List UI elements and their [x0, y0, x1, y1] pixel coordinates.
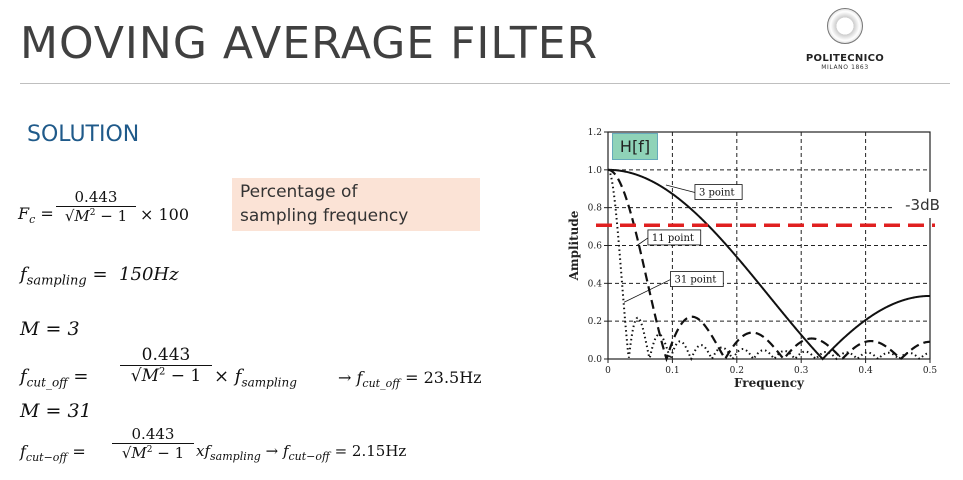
note-line-1: Percentage of [240, 182, 358, 202]
slide-title: MOVING AVERAGE FILTER [20, 18, 599, 69]
x-axis-label: Frequency [734, 376, 805, 390]
x-tick-label: 0.1 [665, 366, 679, 376]
x-tick-label: 0.4 [858, 366, 873, 376]
m-equals-3: M = 3 [20, 318, 80, 340]
series-line-3-point [607, 168, 931, 361]
y-tick-label: 0.6 [588, 242, 603, 252]
y-tick-label: 0.2 [588, 317, 602, 327]
fco-times-fs: × fsampling [214, 366, 297, 390]
fco2-fraction: 0.443 √M2 − 1 [112, 425, 194, 462]
note-line-2: sampling frequency [240, 206, 409, 226]
series-label-box [670, 271, 724, 287]
seal-icon [827, 8, 863, 44]
m-equals-31: M = 31 [20, 400, 92, 422]
series-label-11-point: 11 point [652, 233, 694, 244]
y-axis-label: Amplitude [567, 210, 581, 281]
logo-subtitle: MILANO 1863 [821, 64, 869, 71]
fc-lhs: Fc = [18, 204, 54, 227]
fco2-lhs: fcut−off = [20, 442, 86, 465]
series-label-leader [665, 184, 696, 193]
series-label-leader [636, 237, 649, 246]
logo-name: POLITECNICO [805, 53, 885, 64]
title-divider [20, 83, 950, 84]
series-label-box [694, 184, 743, 200]
y-tick-label: 0.4 [588, 279, 603, 289]
fco-lhs: fcut_off = [20, 366, 89, 390]
hf-label: H[f] [612, 133, 658, 160]
fc-times-100: × 100 [140, 205, 190, 224]
x-tick-label: 0 [605, 366, 611, 376]
y-tick-label: 1.2 [588, 128, 602, 138]
series-line-31-point [607, 168, 931, 362]
minus-3db-label: -3dB [895, 192, 950, 218]
y-tick-label: 0.8 [588, 204, 603, 214]
series-line-11-point [607, 168, 931, 363]
x-tick-label: 0.2 [730, 366, 744, 376]
fs-formula: fsampling = 150Hz [20, 264, 179, 289]
fco2-times-fs: xfsampling → fcut−off = 2.15Hz [196, 442, 407, 463]
series-label-3-point: 3 point [699, 188, 735, 199]
politecnico-logo: POLITECNICO MILANO 1863 [795, 8, 895, 78]
section-subtitle: SOLUTION [27, 122, 140, 147]
x-tick-label: 0.3 [794, 366, 809, 376]
series-label-box [647, 229, 702, 246]
note-box: Percentage of sampling frequency [232, 178, 480, 231]
fco-fraction: 0.443 √M2 − 1 [120, 345, 212, 386]
fco-result-1: → fcut_off = 23.5Hz [338, 368, 482, 391]
y-tick-label: 1.0 [588, 166, 603, 176]
y-tick-label: 0.0 [588, 355, 603, 365]
frequency-response-chart: 0 0.1 0.2 0.3 0.4 0.5 0.0 0.2 0.4 0.6 0.8 1.0 1.2 Fre… [567, 128, 938, 390]
x-tick-label: 0.5 [923, 366, 938, 376]
series-label-31-point: 31 point [674, 275, 716, 286]
fc-fraction: 0.443 √M2 − 1 [56, 188, 136, 225]
series-label-leader [623, 279, 671, 303]
